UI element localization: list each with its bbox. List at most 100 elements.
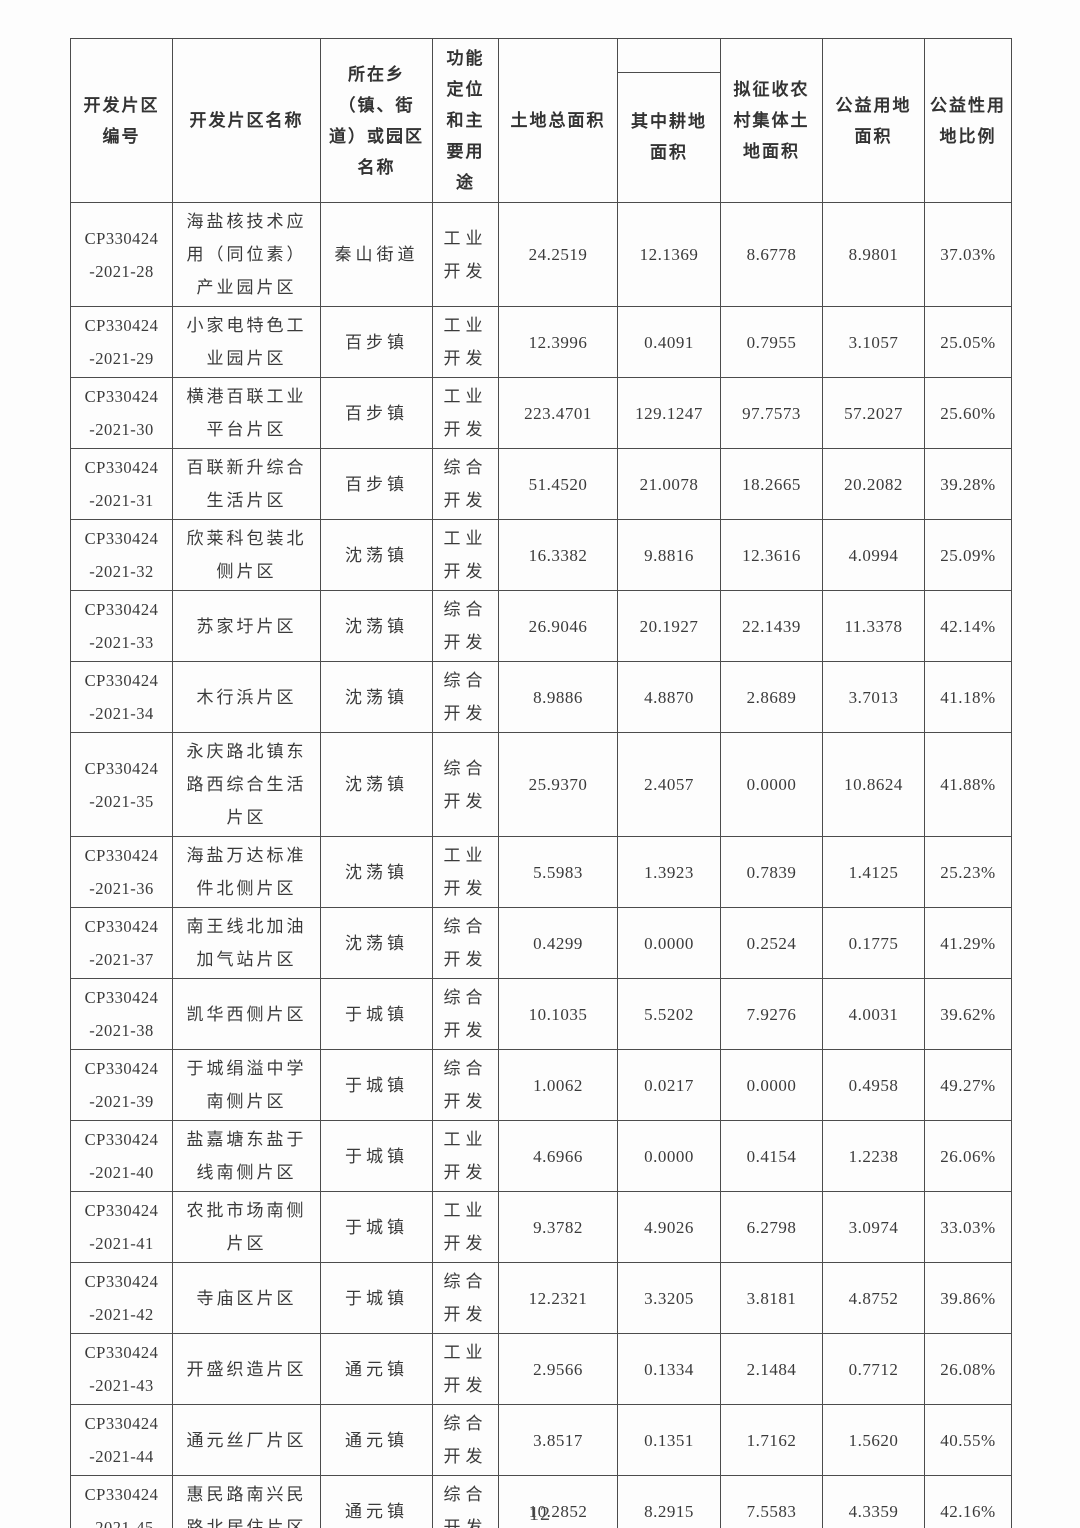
cell-zone-name: 盐嘉塘东盐于线南侧片区	[172, 1120, 321, 1192]
cell-total-area: 1.0062	[498, 1049, 618, 1121]
cell-township: 沈荡镇	[320, 661, 433, 733]
cell-public-ratio: 25.60%	[924, 377, 1012, 449]
header-public-ratio: 公益性用地比例	[924, 38, 1012, 203]
cell-public-ratio: 25.05%	[924, 306, 1012, 378]
cell-public-area: 3.0974	[822, 1191, 925, 1263]
cell-function: 工业 开发	[432, 202, 499, 307]
cell-collective-area: 18.2665	[720, 448, 823, 520]
cell-zone-name: 小家电特色工业园片区	[172, 306, 321, 378]
cell-zone-code: CP330424 -2021-38	[70, 978, 173, 1050]
cell-total-area: 25.9370	[498, 732, 618, 837]
cell-zone-code: CP330424 -2021-41	[70, 1191, 173, 1263]
cell-collective-area: 22.1439	[720, 590, 823, 662]
function-line2: 开发	[443, 1447, 488, 1466]
function-line2: 开发	[443, 1021, 488, 1040]
cell-zone-code: CP330424 -2021-29	[70, 306, 173, 378]
cell-public-area: 3.1057	[822, 306, 925, 378]
zone-code-line1: CP330424	[84, 1414, 159, 1433]
cell-total-area: 12.2321	[498, 1262, 618, 1334]
zone-code-line2: -2021-35	[89, 791, 154, 811]
cell-total-area: 10.2852	[498, 1475, 618, 1528]
cell-township: 于城镇	[320, 978, 433, 1050]
zone-code-line1: CP330424	[84, 600, 159, 619]
table-row: CP330424 -2021-30 横港百联工业平台片区 百步镇 工业 开发 2…	[70, 377, 1012, 449]
cell-township: 沈荡镇	[320, 836, 433, 908]
cell-total-area: 223.4701	[498, 377, 618, 449]
table-row: CP330424 -2021-44 通元丝厂片区 通元镇 综合 开发 3.851…	[70, 1404, 1012, 1476]
cell-public-area: 1.2238	[822, 1120, 925, 1192]
cell-zone-name: 南王线北加油加气站片区	[172, 907, 321, 979]
zone-code-line1: CP330424	[84, 1272, 159, 1291]
cell-total-area: 0.4299	[498, 907, 618, 979]
cell-zone-code: CP330424 -2021-45	[70, 1475, 173, 1528]
cell-public-ratio: 40.55%	[924, 1404, 1012, 1476]
cell-public-ratio: 42.16%	[924, 1475, 1012, 1528]
cell-zone-code: CP330424 -2021-33	[70, 590, 173, 662]
cell-total-area: 5.5983	[498, 836, 618, 908]
cell-function: 工业 开发	[432, 306, 499, 378]
cell-township: 沈荡镇	[320, 732, 433, 837]
function-line2: 开发	[443, 420, 488, 439]
function-line1: 工业	[443, 1201, 488, 1220]
function-line1: 综合	[443, 671, 488, 690]
cell-public-ratio: 42.14%	[924, 590, 1012, 662]
cell-zone-name: 木行浜片区	[172, 661, 321, 733]
cell-zone-code: CP330424 -2021-31	[70, 448, 173, 520]
cell-township: 百步镇	[320, 377, 433, 449]
cell-public-area: 8.9801	[822, 202, 925, 307]
function-line2: 开发	[443, 879, 488, 898]
cell-zone-code: CP330424 -2021-40	[70, 1120, 173, 1192]
cell-township: 于城镇	[320, 1049, 433, 1121]
cell-public-area: 3.7013	[822, 661, 925, 733]
zone-code-line2: -2021-29	[89, 349, 154, 368]
cell-zone-name: 永庆路北镇东路西综合生活片区	[172, 732, 321, 837]
function-line1: 综合	[443, 758, 488, 778]
zone-code-line1: CP330424	[84, 988, 159, 1007]
cell-farmland-area: 3.3205	[617, 1262, 721, 1334]
cell-collective-area: 0.0000	[720, 1049, 823, 1121]
cell-zone-name: 寺庙区片区	[172, 1262, 321, 1334]
zone-code-line2: -2021-37	[89, 950, 154, 969]
cell-township: 于城镇	[320, 1191, 433, 1263]
zone-code-line1: CP330424	[84, 458, 159, 477]
cell-function: 工业 开发	[432, 1191, 499, 1263]
cell-zone-name: 开盛织造片区	[172, 1333, 321, 1405]
zone-code-line1: CP330424	[84, 228, 159, 248]
cell-zone-code: CP330424 -2021-43	[70, 1333, 173, 1405]
zone-code-line1: CP330424	[84, 917, 159, 936]
function-line1: 综合	[443, 458, 488, 477]
cell-public-area: 1.4125	[822, 836, 925, 908]
cell-public-area: 1.5620	[822, 1404, 925, 1476]
cell-township: 百步镇	[320, 448, 433, 520]
function-line2: 开发	[443, 1305, 488, 1324]
cell-farmland-area: 12.1369	[617, 202, 721, 307]
function-line2: 开发	[443, 349, 488, 368]
table-row: CP330424 -2021-31 百联新升综合生活片区 百步镇 综合 开发 5…	[70, 448, 1012, 520]
table-row: CP330424 -2021-34 木行浜片区 沈荡镇 综合 开发 8.9886…	[70, 661, 1012, 733]
cell-total-area: 12.3996	[498, 306, 618, 378]
table-row: CP330424 -2021-37 南王线北加油加气站片区 沈荡镇 综合 开发 …	[70, 907, 1012, 979]
cell-collective-area: 0.7839	[720, 836, 823, 908]
cell-township: 沈荡镇	[320, 907, 433, 979]
cell-public-ratio: 33.03%	[924, 1191, 1012, 1263]
table-row: CP330424 -2021-39 于城绢溢中学南侧片区 于城镇 综合 开发 1…	[70, 1049, 1012, 1121]
cell-zone-name: 通元丝厂片区	[172, 1404, 321, 1476]
cell-function: 综合 开发	[432, 1475, 499, 1528]
header-zone-code: 开发片区编号	[70, 38, 173, 203]
cell-farmland-area: 0.0217	[617, 1049, 721, 1121]
function-line2: 开发	[443, 950, 488, 969]
cell-function: 工业 开发	[432, 1120, 499, 1192]
cell-collective-area: 0.2524	[720, 907, 823, 979]
zone-code-line2: -2021-39	[89, 1092, 154, 1111]
cell-zone-name: 横港百联工业平台片区	[172, 377, 321, 449]
cell-zone-name: 于城绢溢中学南侧片区	[172, 1049, 321, 1121]
table-row: CP330424 -2021-40 盐嘉塘东盐于线南侧片区 于城镇 工业 开发 …	[70, 1120, 1012, 1192]
cell-total-area: 51.4520	[498, 448, 618, 520]
cell-collective-area: 7.9276	[720, 978, 823, 1050]
zone-code-line2: -2021-31	[89, 491, 154, 510]
table-header-row: 开发片区编号 开发片区名称 所在乡（镇、街道）或园区名称 功能定位和主要用途 土…	[70, 38, 1012, 203]
cell-public-area: 11.3378	[822, 590, 925, 662]
cell-public-ratio: 41.29%	[924, 907, 1012, 979]
cell-collective-area: 2.1484	[720, 1333, 823, 1405]
